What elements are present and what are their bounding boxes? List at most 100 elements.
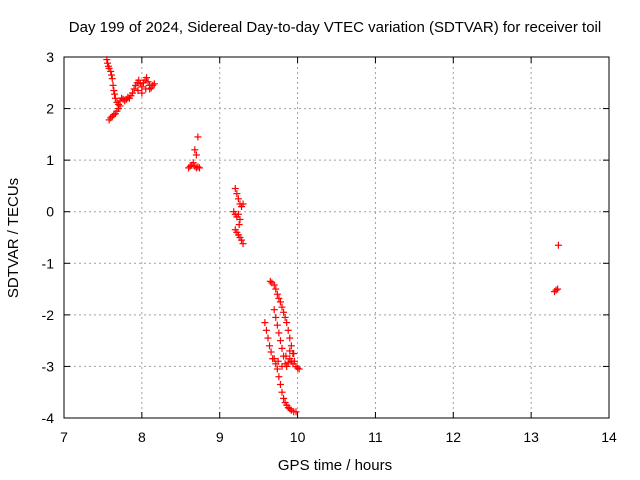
y-tick-label: -4 bbox=[42, 410, 55, 426]
data-point bbox=[284, 326, 292, 334]
data-point bbox=[554, 241, 562, 249]
data-point bbox=[273, 365, 281, 373]
data-point bbox=[281, 313, 289, 321]
data-point bbox=[286, 347, 294, 355]
y-tick-label: -3 bbox=[42, 358, 55, 374]
y-tick-label: 0 bbox=[46, 204, 54, 220]
y-tick-label: 2 bbox=[46, 101, 54, 117]
data-point bbox=[270, 306, 278, 314]
x-tick-label: 9 bbox=[216, 429, 224, 445]
data-point bbox=[235, 221, 243, 229]
data-point bbox=[290, 350, 298, 358]
data-point bbox=[233, 190, 241, 198]
data-point bbox=[270, 355, 278, 363]
data-point bbox=[266, 277, 274, 285]
data-point bbox=[276, 298, 284, 306]
data-point bbox=[135, 76, 143, 84]
data-point bbox=[261, 319, 269, 327]
data-point bbox=[278, 362, 286, 370]
data-point bbox=[234, 195, 242, 203]
data-point bbox=[150, 80, 158, 88]
data-point bbox=[262, 326, 270, 334]
data-point bbox=[280, 394, 288, 402]
data-point bbox=[234, 210, 242, 218]
data-point bbox=[138, 83, 146, 91]
y-tick-label: 1 bbox=[46, 152, 54, 168]
data-points bbox=[103, 56, 562, 416]
data-point bbox=[284, 358, 292, 366]
chart-title: Day 199 of 2024, Sidereal Day-to-day VTE… bbox=[69, 19, 601, 36]
data-point bbox=[194, 163, 202, 171]
data-point bbox=[104, 59, 112, 67]
data-point bbox=[286, 334, 294, 342]
data-point bbox=[239, 200, 247, 208]
data-point bbox=[275, 329, 283, 337]
data-point bbox=[231, 185, 239, 193]
data-point bbox=[108, 75, 116, 83]
data-point bbox=[273, 290, 281, 298]
data-point bbox=[295, 365, 303, 373]
grid-lines bbox=[64, 57, 609, 418]
y-tick-label: -1 bbox=[42, 255, 55, 271]
data-point bbox=[287, 342, 295, 350]
data-point bbox=[273, 321, 281, 329]
data-point bbox=[272, 313, 280, 321]
data-point bbox=[143, 74, 151, 82]
x-axis-label: GPS time / hours bbox=[278, 457, 392, 474]
data-point bbox=[278, 303, 286, 311]
x-tick-label: 8 bbox=[138, 429, 146, 445]
data-point bbox=[192, 151, 200, 159]
data-point bbox=[189, 159, 197, 167]
data-point bbox=[109, 81, 117, 89]
data-point bbox=[554, 285, 562, 293]
data-point bbox=[552, 286, 560, 294]
y-tick-labels: -4 -3 -2 -1 0 1 2 3 bbox=[42, 49, 55, 426]
data-point bbox=[110, 111, 118, 119]
data-point bbox=[276, 337, 284, 345]
data-point bbox=[267, 348, 275, 356]
data-point bbox=[276, 380, 284, 388]
data-point bbox=[146, 85, 154, 93]
x-tick-label: 12 bbox=[445, 429, 461, 445]
x-tick-label: 7 bbox=[60, 429, 68, 445]
data-point bbox=[239, 240, 247, 248]
data-point bbox=[107, 71, 115, 79]
data-point bbox=[238, 236, 246, 244]
data-point bbox=[105, 64, 113, 72]
data-point bbox=[111, 94, 119, 102]
data-point bbox=[107, 67, 115, 75]
data-point bbox=[107, 114, 115, 122]
x-tick-label: 11 bbox=[368, 429, 383, 445]
data-point bbox=[294, 364, 302, 372]
data-point bbox=[236, 215, 244, 223]
data-point bbox=[149, 81, 157, 89]
data-point bbox=[275, 373, 283, 381]
data-point bbox=[289, 360, 297, 368]
data-point bbox=[266, 342, 274, 350]
data-point bbox=[111, 90, 119, 98]
x-tick-label: 13 bbox=[523, 429, 539, 445]
data-point bbox=[129, 89, 137, 97]
plot-frame bbox=[63, 56, 610, 419]
y-axis-label: SDTVAR / TECUs bbox=[5, 178, 22, 298]
y-tick-label: -2 bbox=[42, 307, 55, 323]
data-point bbox=[116, 102, 124, 110]
data-point bbox=[280, 308, 288, 316]
data-point bbox=[283, 319, 291, 327]
y-tick-label: 3 bbox=[46, 49, 54, 65]
data-point bbox=[103, 56, 111, 64]
data-point bbox=[282, 352, 290, 360]
data-point bbox=[134, 87, 142, 95]
data-point bbox=[278, 388, 286, 396]
data-point bbox=[286, 405, 294, 413]
data-point bbox=[191, 146, 199, 154]
x-tick-labels: 7 8 9 10 11 12 13 14 bbox=[60, 429, 617, 445]
data-point bbox=[121, 97, 129, 105]
data-point bbox=[270, 281, 278, 289]
data-point bbox=[272, 285, 280, 293]
data-point bbox=[274, 357, 282, 365]
data-point bbox=[275, 294, 283, 302]
data-point bbox=[144, 78, 152, 86]
